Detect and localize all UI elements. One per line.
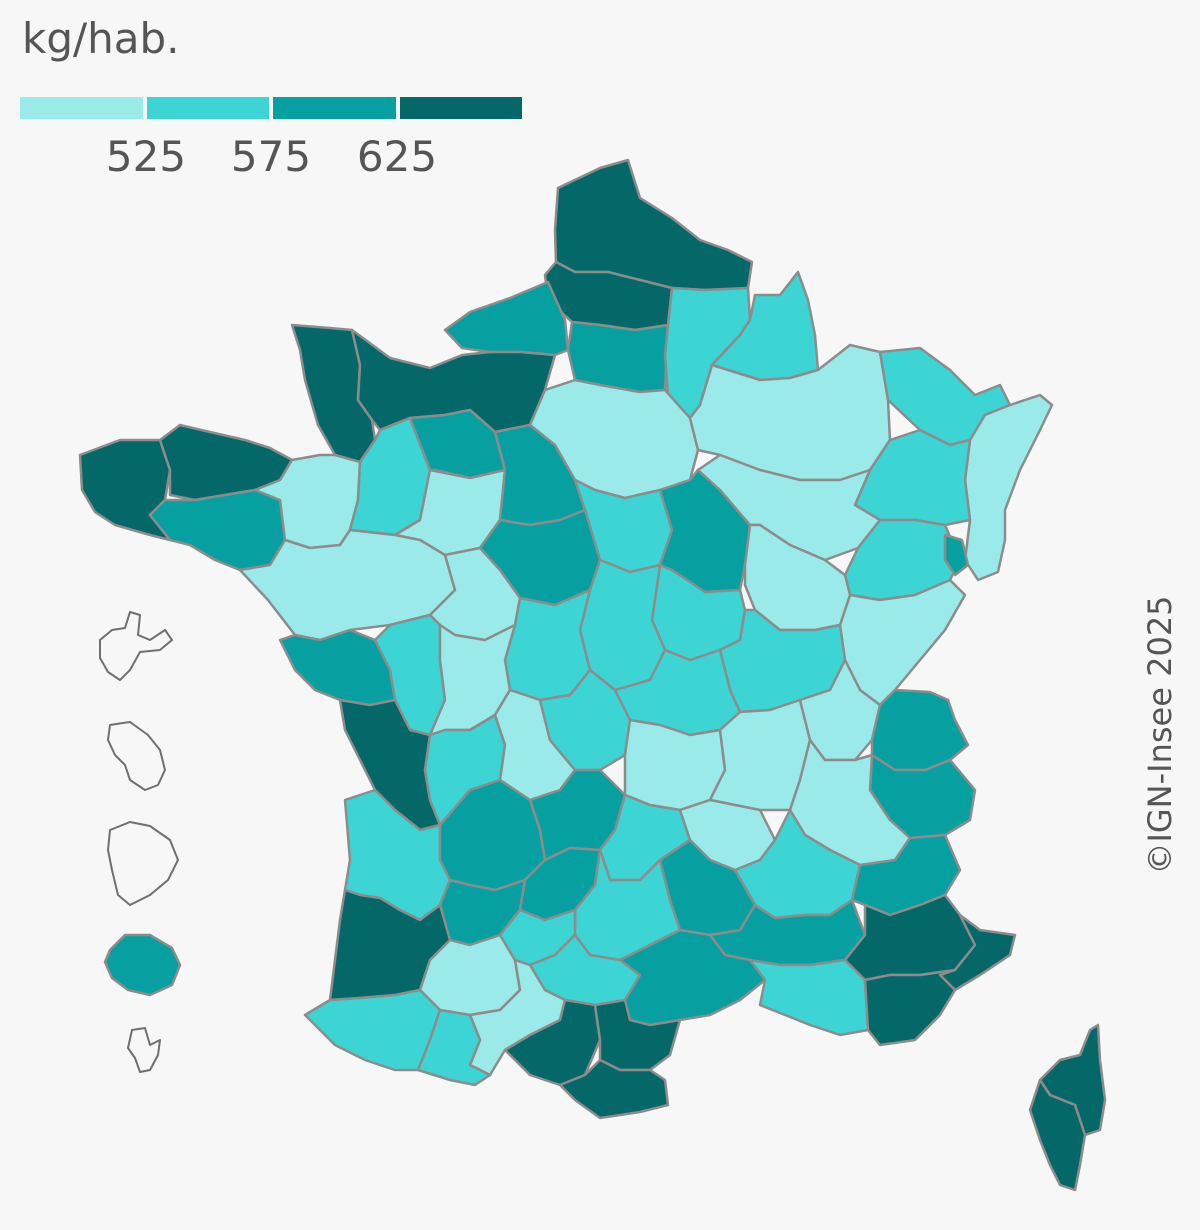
region-cher (578, 558, 667, 692)
region-pyrenees-atlantiques (303, 988, 442, 1072)
overseas-martinique (107, 721, 166, 791)
copyright-credit: ©IGN-Insee 2025 (1141, 595, 1179, 875)
region-alpes-de-haute-provence (843, 893, 977, 982)
region-seine-maritime (443, 280, 570, 357)
legend-tick-1: 525 (105, 132, 187, 181)
legend-color-bar (20, 97, 522, 119)
legend-title: kg/hab. (22, 14, 180, 63)
region-pyrenees-orientales (558, 1058, 670, 1120)
legend-class-4 (399, 97, 522, 119)
region-aude (593, 998, 682, 1072)
overseas-guyane (107, 821, 179, 906)
overseas-la-reunion (103, 933, 182, 997)
region-puy-de-dome (623, 718, 727, 812)
region-var (863, 968, 957, 1047)
overseas-mayotte (127, 1027, 161, 1073)
region-alsace (963, 393, 1054, 582)
overseas-guadeloupe (99, 611, 173, 681)
region-hautes-pyrenees (416, 1008, 492, 1087)
region-corse-du-sud (1028, 1078, 1087, 1192)
legend-class-3 (273, 97, 396, 119)
region-morbihan (148, 488, 287, 572)
legend-class-1 (20, 97, 143, 119)
legend-tick-3: 625 (356, 132, 438, 181)
region-belfort (943, 533, 970, 577)
region-alpes-maritimes (938, 913, 1017, 992)
region-bouches-du-rhone (748, 958, 870, 1037)
legend-tick-2: 575 (230, 132, 312, 181)
region-nord-pas-de-calais (553, 158, 754, 292)
region-haute-savoie (870, 688, 970, 772)
region-indre (503, 588, 592, 702)
legend-class-2 (146, 97, 269, 119)
